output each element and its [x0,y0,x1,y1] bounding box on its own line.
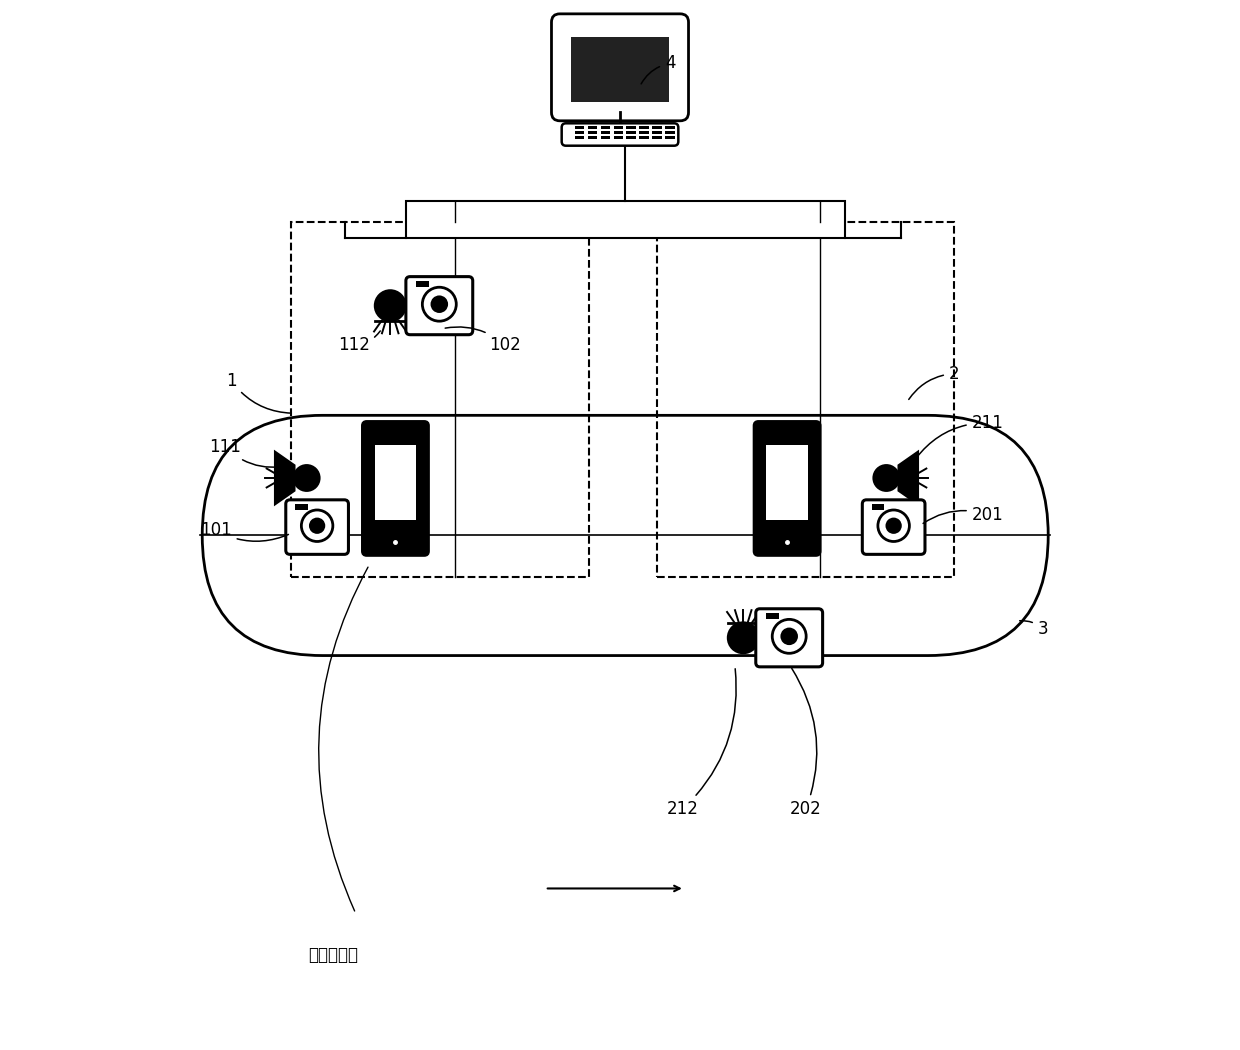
Bar [626,126,636,129]
Bar [640,131,650,134]
Bar [614,135,624,139]
Bar [374,444,417,520]
Circle shape [878,510,909,542]
Text: 101: 101 [200,521,289,541]
Text: 2: 2 [909,364,960,399]
Text: 预设基准线: 预设基准线 [308,946,358,964]
Circle shape [294,465,319,490]
Bar [640,135,650,139]
Bar [291,223,589,578]
FancyBboxPatch shape [405,276,472,335]
FancyBboxPatch shape [755,609,822,667]
Text: 212: 212 [667,669,737,818]
Bar [574,135,584,139]
Circle shape [423,288,456,321]
Bar [570,37,670,102]
Bar [405,202,844,237]
Text: 111: 111 [210,438,281,467]
Circle shape [376,291,405,320]
Circle shape [874,465,899,490]
Bar [766,613,779,619]
Text: 4: 4 [641,55,676,84]
Bar [626,135,636,139]
Text: 112: 112 [337,331,381,354]
Circle shape [301,510,332,542]
Bar [666,131,676,134]
FancyBboxPatch shape [202,416,1048,655]
Bar [588,126,598,129]
Bar [600,131,610,134]
Bar [640,126,650,129]
Text: 211: 211 [916,414,1003,458]
Polygon shape [275,453,294,504]
Bar [600,126,610,129]
FancyBboxPatch shape [754,422,820,555]
Bar [652,135,662,139]
Circle shape [773,620,806,653]
Text: 1: 1 [226,372,291,413]
Bar [872,504,884,510]
Bar [614,126,624,129]
Text: 102: 102 [445,327,521,354]
Bar [666,126,676,129]
Bar [600,135,610,139]
Text: 201: 201 [923,505,1003,524]
Bar [574,126,584,129]
Circle shape [728,623,759,653]
FancyBboxPatch shape [285,500,348,554]
FancyBboxPatch shape [862,500,925,554]
Polygon shape [899,453,918,504]
Bar [574,131,584,134]
Bar [766,444,807,520]
FancyBboxPatch shape [552,14,688,121]
Bar [295,504,308,510]
FancyBboxPatch shape [362,422,428,555]
FancyBboxPatch shape [562,123,678,146]
Bar [666,135,676,139]
Text: 3: 3 [1019,621,1048,638]
Bar [588,135,598,139]
Circle shape [309,518,325,533]
Circle shape [430,295,448,313]
Bar [626,131,636,134]
Circle shape [780,628,799,645]
Bar [656,223,955,578]
Bar [415,280,429,288]
Bar [588,131,598,134]
Circle shape [885,518,901,533]
Bar [652,126,662,129]
Bar [652,131,662,134]
Bar [614,131,624,134]
Text: 202: 202 [790,669,822,818]
